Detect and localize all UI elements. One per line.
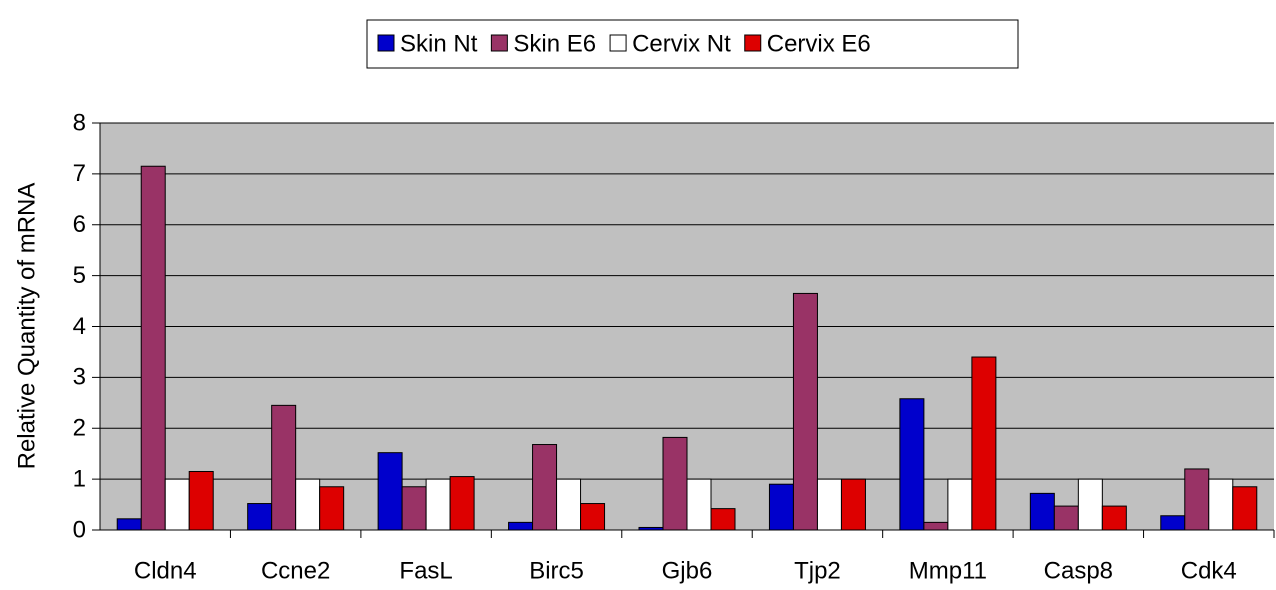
x-tick-label: Cdk4 <box>1181 557 1237 584</box>
x-tick-label: Ccne2 <box>261 557 330 584</box>
y-tick-label: 7 <box>73 160 86 187</box>
bar <box>1029 492 1055 531</box>
bar <box>792 292 818 531</box>
y-tick-label: 4 <box>73 313 86 340</box>
bar <box>164 478 190 531</box>
bar <box>188 470 214 531</box>
y-axis-label: Relative Quantity of mRNA <box>13 183 40 470</box>
legend-label: Skin Nt <box>400 30 478 57</box>
legend-swatch <box>490 34 508 52</box>
bar <box>508 521 534 531</box>
bar <box>271 404 297 531</box>
bar <box>319 486 345 531</box>
bar <box>295 478 321 531</box>
y-tick-label: 0 <box>73 516 86 543</box>
bar <box>1101 505 1127 531</box>
y-tick-label: 2 <box>73 415 86 442</box>
x-tick-label: Birc5 <box>529 557 584 584</box>
bar <box>1232 486 1258 531</box>
legend-swatch <box>609 34 627 52</box>
y-tick-label: 3 <box>73 364 86 391</box>
bar <box>425 478 451 531</box>
bar <box>1208 478 1234 531</box>
bar <box>840 478 866 531</box>
x-tick-label: Mmp11 <box>909 557 987 584</box>
bar <box>247 503 273 531</box>
bar <box>556 478 582 531</box>
bar <box>923 521 949 531</box>
legend-label: Skin E6 <box>513 30 596 57</box>
bar <box>899 398 925 531</box>
bar <box>140 165 166 531</box>
y-tick-label: 8 <box>73 109 86 136</box>
legend-swatch <box>377 34 395 52</box>
x-tick-label: Tjp2 <box>794 557 841 584</box>
bar <box>947 478 973 531</box>
bar <box>116 518 142 531</box>
bar <box>449 476 475 531</box>
x-tick-label: Cldn4 <box>134 557 197 584</box>
y-tick-label: 6 <box>73 211 86 238</box>
x-tick-label: FasL <box>399 557 452 584</box>
bar <box>1077 478 1103 531</box>
y-tick-label: 5 <box>73 262 86 289</box>
y-tick-label: 1 <box>73 465 86 492</box>
bar <box>710 508 736 531</box>
legend-box <box>366 19 1019 69</box>
bar <box>816 478 842 531</box>
legend-swatch <box>744 34 762 52</box>
bar <box>662 436 688 531</box>
legend-label: Cervix E6 <box>767 30 871 57</box>
bar <box>580 503 606 531</box>
legend-label: Cervix Nt <box>632 30 731 57</box>
x-tick-label: Casp8 <box>1044 557 1113 584</box>
bar <box>532 444 558 531</box>
bar <box>1160 515 1186 531</box>
bar <box>686 478 712 531</box>
bar <box>768 483 794 531</box>
bar <box>377 452 403 531</box>
x-tick-label: Gjb6 <box>662 557 713 584</box>
bar <box>1053 505 1079 531</box>
bar <box>1184 468 1210 531</box>
bar <box>971 356 997 531</box>
bar <box>401 486 427 531</box>
bar <box>638 526 664 531</box>
